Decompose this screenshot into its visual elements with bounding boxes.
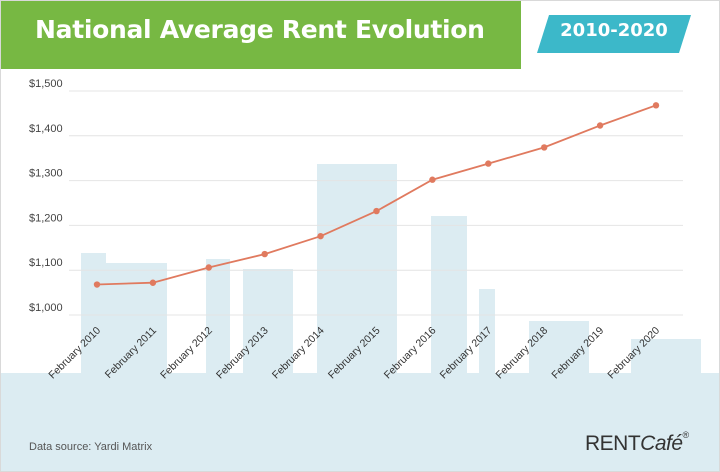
data-point xyxy=(652,102,660,109)
data-point xyxy=(93,281,101,288)
data-point xyxy=(541,144,548,151)
chart-title: National Average Rent Evolution xyxy=(35,15,485,44)
data-points xyxy=(93,102,660,288)
y-tick-label: $1,500 xyxy=(29,78,63,90)
data-point xyxy=(205,264,212,271)
logo-main-text: RENT xyxy=(585,432,641,455)
y-gridlines xyxy=(69,90,683,316)
header-banner xyxy=(1,1,719,69)
data-point xyxy=(317,232,324,240)
data-point xyxy=(261,250,268,258)
period-badge: 2010-2020 xyxy=(560,20,668,41)
data-point xyxy=(485,160,492,167)
y-axis-ticks: $1,000 $1,100 $1,200 $1,300 $1,400 $1,500 xyxy=(29,78,63,314)
skyline-background xyxy=(1,164,719,471)
logo-italic-text: Café xyxy=(640,432,683,455)
y-tick-label: $1,400 xyxy=(29,123,63,135)
rentcafe-logo: RENTCafé® xyxy=(585,430,690,456)
y-tick-label: $1,200 xyxy=(29,212,63,224)
data-point xyxy=(373,207,380,215)
y-tick-label: $1,300 xyxy=(29,168,63,180)
period-badge-shape xyxy=(537,15,691,53)
logo-registered-mark: ® xyxy=(682,430,690,440)
y-tick-label: $1,000 xyxy=(29,302,63,314)
data-point xyxy=(596,122,604,129)
data-point xyxy=(149,279,157,286)
data-point xyxy=(429,176,436,183)
header-title-band xyxy=(1,1,521,69)
y-tick-label: $1,100 xyxy=(29,257,63,269)
data-source-note: Data source: Yardi Matrix xyxy=(29,441,153,453)
